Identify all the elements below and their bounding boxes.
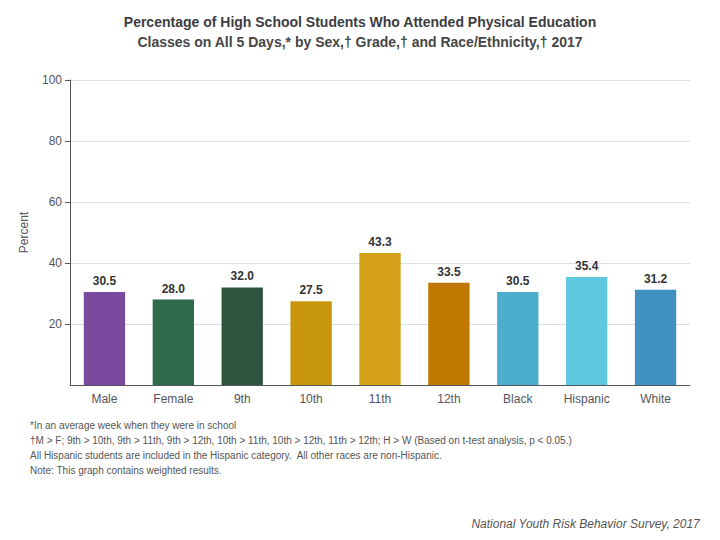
svg-text:Percent: Percent bbox=[17, 211, 31, 253]
svg-text:Classes on All 5 Days,* by Sex: Classes on All 5 Days,* by Sex,† Grade,†… bbox=[137, 34, 582, 50]
svg-text:11th: 11th bbox=[369, 392, 391, 406]
svg-text:All Hispanic students are incl: All Hispanic students are included in th… bbox=[30, 450, 442, 461]
svg-text:National Youth Risk Behavior S: National Youth Risk Behavior Survey, 201… bbox=[471, 517, 701, 531]
svg-text:Percentage of High School Stud: Percentage of High School Students Who A… bbox=[124, 14, 596, 30]
svg-text:35.4: 35.4 bbox=[575, 259, 599, 273]
svg-text:Female: Female bbox=[153, 392, 193, 406]
svg-text:9th: 9th bbox=[234, 392, 251, 406]
svg-text:40: 40 bbox=[49, 256, 63, 270]
svg-text:White: White bbox=[640, 392, 671, 406]
svg-text:Black: Black bbox=[503, 392, 533, 406]
svg-text:Note: This graph contains weig: Note: This graph contains weighted resul… bbox=[30, 465, 222, 476]
svg-text:30.5: 30.5 bbox=[506, 274, 530, 288]
svg-text:33.5: 33.5 bbox=[437, 265, 461, 279]
svg-text:28.0: 28.0 bbox=[162, 282, 186, 296]
svg-text:30.5: 30.5 bbox=[93, 274, 117, 288]
svg-text:60: 60 bbox=[49, 195, 63, 209]
svg-text:10th: 10th bbox=[299, 392, 322, 406]
svg-text:Male: Male bbox=[91, 392, 117, 406]
svg-text:31.2: 31.2 bbox=[644, 272, 668, 286]
svg-text:12th: 12th bbox=[437, 392, 460, 406]
svg-text:100: 100 bbox=[42, 73, 62, 87]
svg-text:43.3: 43.3 bbox=[368, 235, 392, 249]
svg-text:†M > F; 9th > 10th, 9th > 11th: †M > F; 9th > 10th, 9th > 11th, 9th > 12… bbox=[30, 435, 572, 446]
svg-text:20: 20 bbox=[49, 317, 63, 331]
svg-text:32.0: 32.0 bbox=[231, 269, 255, 283]
svg-text:80: 80 bbox=[49, 134, 63, 148]
svg-text:*In an average week when they: *In an average week when they were in sc… bbox=[30, 420, 236, 431]
svg-text:Hispanic: Hispanic bbox=[564, 392, 610, 406]
svg-text:27.5: 27.5 bbox=[299, 283, 323, 297]
